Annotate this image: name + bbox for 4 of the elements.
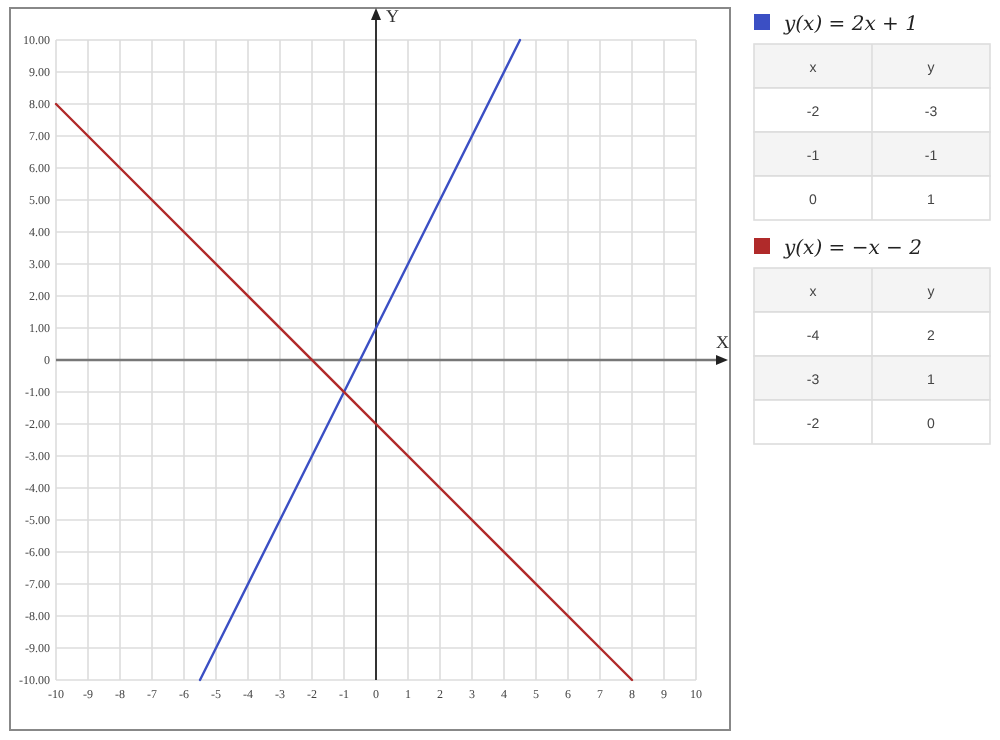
legend-label: y(x) = −x − 2 [782, 238, 922, 260]
x-axis-title: X [716, 332, 730, 352]
y-axis-title: Y [386, 6, 400, 26]
legend-label: y(x) = 2x + 1 [782, 14, 918, 36]
